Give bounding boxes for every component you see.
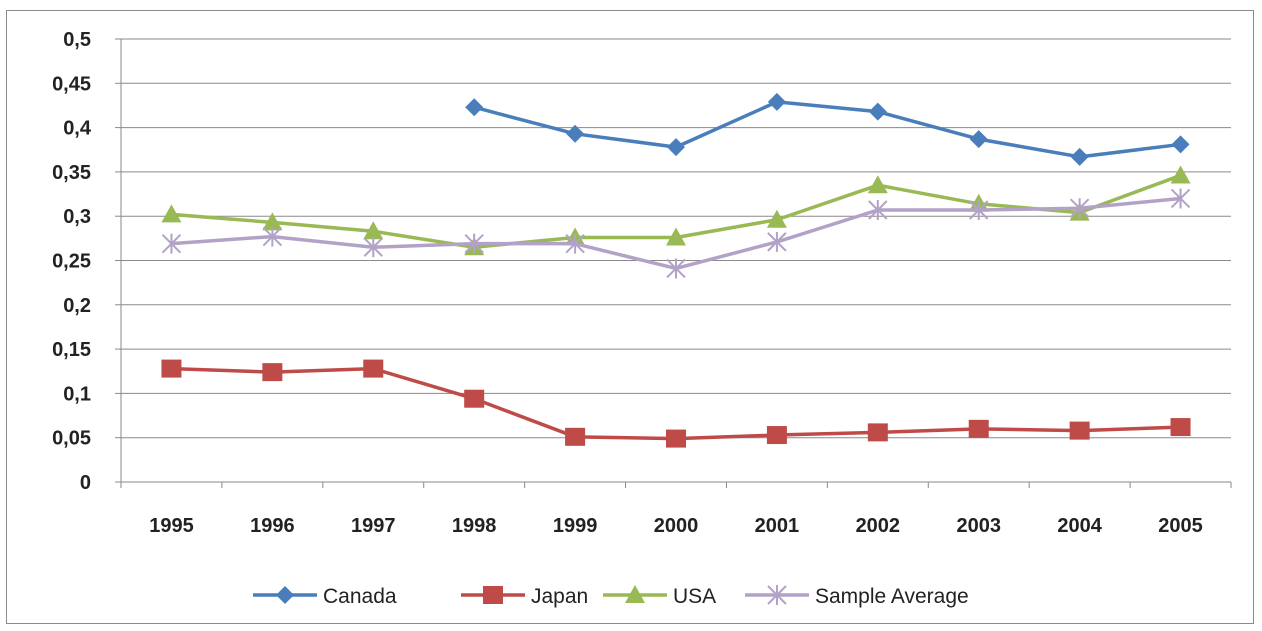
- legend-item-usa: USA: [603, 585, 716, 608]
- legend: Canada Japan USA Sample Average: [253, 585, 969, 608]
- x-tick-label: 2003: [956, 515, 1001, 537]
- data-point-sample-average: [464, 233, 484, 254]
- data-point-sample-average: [1170, 188, 1191, 209]
- data-point-sample-average: [363, 237, 383, 258]
- data-point-japan: [363, 359, 384, 378]
- data-point-usa: [262, 212, 283, 231]
- data-point-canada: [1070, 147, 1089, 166]
- legend-label: Canada: [323, 585, 397, 608]
- line-chart: 0 0,05 0,1 0,15 0,2 0,25 0,3 0,35 0,4 0,45 0,5 199…: [52, 29, 1232, 608]
- data-point-sample-average: [868, 199, 888, 220]
- data-point-usa: [766, 209, 787, 228]
- series-line-japan: [171, 366, 1181, 441]
- data-point-canada: [969, 130, 988, 149]
- y-tick-label: 0,35: [52, 162, 91, 184]
- series-line-canada: [473, 100, 1181, 159]
- x-tick-label: 1997: [351, 515, 396, 537]
- legend-marker: [276, 586, 294, 604]
- data-point-japan: [867, 423, 888, 442]
- y-tick-label: 0,3: [63, 206, 91, 228]
- y-tick-label: 0,5: [63, 29, 91, 51]
- x-tick-label: 2004: [1057, 515, 1102, 537]
- x-tick-labels: 1995 1996 1997 1998 1999 2000 2001 2002 2003 2004…: [149, 515, 1203, 537]
- data-point-japan: [464, 389, 485, 408]
- data-point-usa: [363, 221, 384, 240]
- data-point-japan: [1170, 418, 1191, 437]
- x-tick-label: 1996: [250, 515, 295, 537]
- y-tick-label: 0: [80, 472, 91, 494]
- data-point-sample-average: [262, 226, 283, 247]
- data-point-japan: [1069, 421, 1090, 440]
- data-point-sample-average: [969, 199, 989, 220]
- x-tick-label: 1999: [553, 515, 598, 537]
- y-tick-label: 0,15: [52, 339, 91, 361]
- data-point-japan: [968, 419, 989, 438]
- data-point-sample-average: [666, 258, 686, 279]
- y-tick-label: 0,1: [63, 383, 91, 405]
- legend-label: Sample Average: [815, 585, 969, 608]
- legend-marker: [483, 586, 503, 604]
- y-tick-label: 0,05: [52, 428, 91, 450]
- data-point-canada: [667, 138, 685, 157]
- data-point-canada: [868, 102, 887, 121]
- data-point-usa: [1170, 165, 1191, 184]
- data-point-japan: [666, 429, 686, 448]
- y-tick-labels: 0 0,05 0,1 0,15 0,2 0,25 0,3 0,35 0,4 0,45 0,5: [52, 29, 92, 494]
- data-point-canada: [767, 92, 786, 111]
- x-tick-label: 1998: [452, 515, 497, 537]
- x-tick-label: 2000: [654, 515, 699, 537]
- data-point-japan: [262, 363, 283, 382]
- chart-frame: 0 0,05 0,1 0,15 0,2 0,25 0,3 0,35 0,4 0,45 0,5 199…: [6, 10, 1254, 624]
- x-tick-label: 2005: [1158, 515, 1203, 537]
- legend-label: USA: [673, 585, 716, 608]
- series-canada: [465, 92, 1190, 166]
- series-sample-average: [161, 188, 1191, 279]
- y-tick-label: 0,25: [52, 251, 91, 273]
- axes: [115, 38, 1232, 488]
- x-tick-label: 2001: [755, 515, 800, 537]
- legend-item-japan: Japan: [461, 585, 588, 608]
- data-point-canada: [566, 124, 585, 143]
- x-tick-label: 2002: [856, 515, 901, 537]
- data-point-sample-average: [1069, 198, 1090, 219]
- data-point-usa: [867, 175, 888, 194]
- series-japan: [161, 359, 1191, 448]
- x-tick-label: 1995: [149, 515, 194, 537]
- y-tick-label: 0,2: [63, 295, 91, 317]
- y-tick-label: 0,4: [63, 118, 92, 140]
- data-point-canada: [1171, 135, 1190, 154]
- data-point-sample-average: [565, 233, 585, 254]
- legend-item-sample-average: Sample Average: [745, 585, 969, 608]
- legend-label: Japan: [531, 585, 588, 608]
- series: [161, 92, 1191, 448]
- legend-marker: [767, 585, 787, 605]
- data-point-sample-average: [161, 233, 182, 254]
- data-point-sample-average: [767, 231, 787, 252]
- y-tick-label: 0,45: [52, 73, 91, 95]
- legend-item-canada: Canada: [253, 585, 397, 608]
- legend-marker: [625, 585, 645, 603]
- data-point-japan: [565, 427, 586, 446]
- data-point-japan: [161, 359, 182, 378]
- data-point-usa: [161, 204, 182, 223]
- data-point-usa: [666, 227, 686, 246]
- data-point-japan: [766, 426, 787, 445]
- data-point-canada: [465, 98, 484, 117]
